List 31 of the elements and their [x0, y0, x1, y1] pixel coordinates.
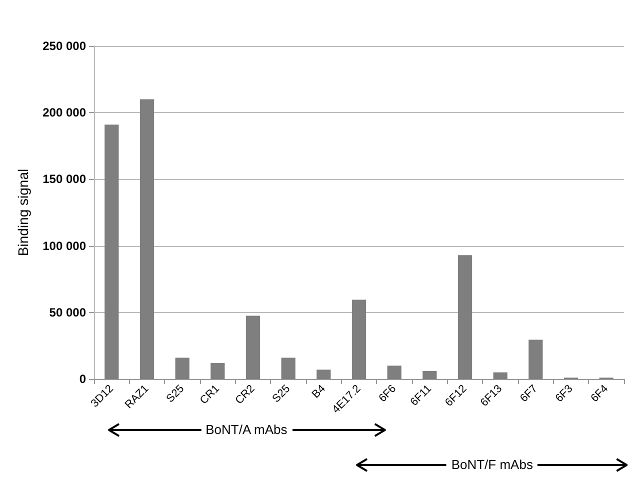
x-tick-label: 6F7: [518, 382, 540, 405]
bar: [528, 340, 543, 379]
bar: [281, 358, 296, 379]
y-tick-label: 200 000: [42, 106, 86, 120]
x-tick-label: B4: [310, 382, 328, 401]
bar: [316, 370, 331, 379]
text: BoNT/A mAbs: [204, 421, 288, 439]
x-tick-label: CR1: [198, 382, 222, 407]
x-tick-label: 6F4: [588, 382, 611, 405]
bar: [352, 300, 366, 379]
bar: [422, 371, 437, 379]
bar: [458, 255, 472, 379]
bar: [246, 316, 260, 379]
bar: [140, 99, 154, 379]
bar: [210, 363, 225, 379]
x-tick-label: CR2: [233, 382, 258, 407]
y-axis-title: Binding signal: [15, 168, 31, 256]
y-tick-label: 150 000: [42, 172, 86, 186]
bar: [104, 124, 119, 379]
bar: [493, 372, 508, 379]
y-tick-label: 250 000: [42, 39, 86, 53]
x-tick-label: 6F6: [376, 382, 399, 405]
y-tick-label: 100 000: [42, 238, 86, 253]
text: BoNT/F mAbs: [450, 456, 534, 474]
y-tick-label: 0: [79, 372, 86, 386]
x-tick-label: S25: [164, 382, 187, 406]
bar: [387, 366, 402, 379]
y-tick-label: 50 000: [49, 305, 86, 320]
bar: [175, 358, 190, 379]
x-tick-label: 6F3: [553, 382, 576, 405]
x-tick-label: S25: [270, 382, 293, 406]
